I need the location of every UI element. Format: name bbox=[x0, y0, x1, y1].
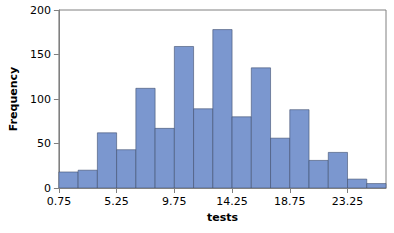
svg-text:9.75: 9.75 bbox=[162, 195, 187, 208]
svg-text:0.75: 0.75 bbox=[47, 195, 72, 208]
svg-text:0: 0 bbox=[44, 182, 51, 195]
svg-text:5.25: 5.25 bbox=[104, 195, 129, 208]
svg-text:23.25: 23.25 bbox=[332, 195, 364, 208]
svg-text:14.25: 14.25 bbox=[216, 195, 248, 208]
svg-text:100: 100 bbox=[30, 93, 51, 106]
svg-text:150: 150 bbox=[30, 48, 51, 61]
svg-text:50: 50 bbox=[37, 137, 51, 150]
svg-text:18.75: 18.75 bbox=[274, 195, 306, 208]
svg-text:200: 200 bbox=[30, 4, 51, 17]
svg-text:tests: tests bbox=[207, 211, 239, 224]
svg-text:Frequency: Frequency bbox=[7, 67, 20, 131]
